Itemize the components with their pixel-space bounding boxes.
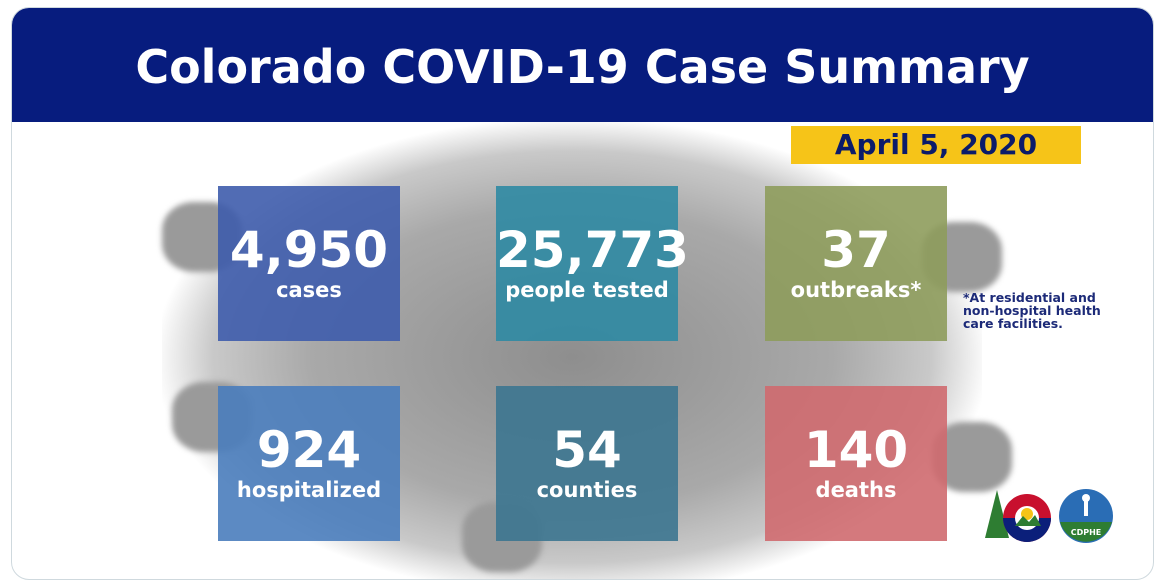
- stat-hospitalized: 924 hospitalized: [218, 386, 400, 541]
- stat-outbreaks: 37 outbreaks*: [765, 186, 947, 341]
- cdphe-logo-icon: CDPHE: [1059, 489, 1113, 543]
- stat-value: 37: [821, 221, 891, 279]
- stat-people-tested: 25,773 people tested: [496, 186, 689, 341]
- colorado-logo-icon: [985, 490, 1051, 542]
- stat-value: 54: [552, 421, 622, 479]
- stat-value: 4,950: [229, 221, 389, 279]
- footnote: *At residential and non-hospital health …: [963, 290, 1101, 331]
- stat-value: 25,773: [496, 221, 689, 279]
- stat-label: outbreaks*: [790, 278, 922, 302]
- stat-label: counties: [536, 478, 638, 502]
- stat-label: cases: [276, 278, 342, 302]
- infographic-card[interactable]: Colorado COVID-19 Case Summary April 5, …: [11, 7, 1154, 580]
- stat-deaths: 140 deaths: [765, 386, 947, 541]
- stat-counties: 54 counties: [496, 386, 678, 541]
- stat-label: people tested: [505, 278, 669, 302]
- svg-text:CDPHE: CDPHE: [1071, 528, 1102, 537]
- page-title: Colorado COVID-19 Case Summary: [12, 8, 1153, 122]
- stat-value: 924: [256, 421, 362, 479]
- stat-value: 140: [803, 421, 909, 479]
- stat-label: hospitalized: [236, 478, 382, 502]
- date-badge: April 5, 2020: [791, 126, 1081, 164]
- stat-label: deaths: [815, 478, 897, 502]
- stat-cases: 4,950 cases: [218, 186, 400, 341]
